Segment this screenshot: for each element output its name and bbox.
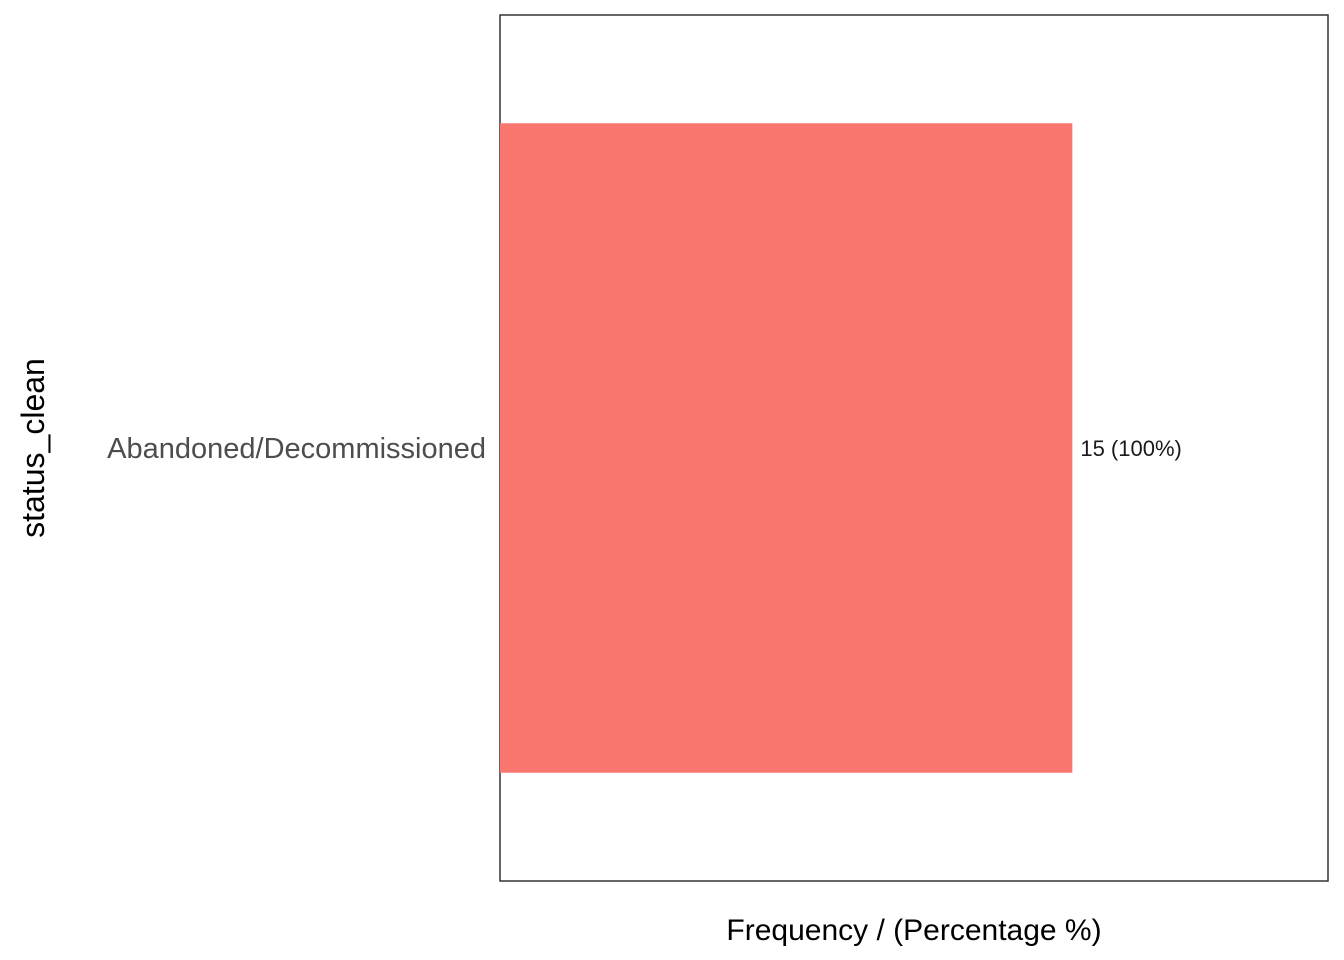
bar xyxy=(500,123,1073,773)
y-axis-title: status_clean xyxy=(15,358,51,538)
bar-data-label: 15 (100%) xyxy=(1080,436,1182,461)
bars-layer xyxy=(500,123,1073,773)
data-labels: 15 (100%) xyxy=(1080,436,1182,461)
category-tick-label: Abandoned/Decommissioned xyxy=(107,433,486,465)
x-axis-title: Frequency / (Percentage %) xyxy=(726,914,1101,947)
category-labels: Abandoned/Decommissioned xyxy=(107,433,486,465)
